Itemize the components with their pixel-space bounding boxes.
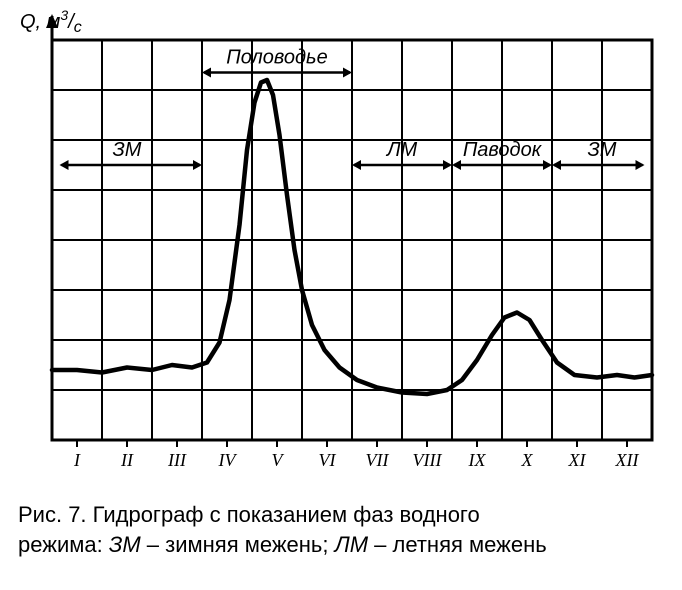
caption-lm-abbr: ЛМ <box>335 532 368 557</box>
svg-text:X: X <box>521 450 534 470</box>
svg-text:VII: VII <box>366 450 390 470</box>
hydrograph-chart: Q, м3/сIIIIIIIVVVIVIIVIIIIXXXIXIIT, меся… <box>18 10 664 485</box>
svg-text:II: II <box>120 450 134 470</box>
svg-text:IV: IV <box>218 450 238 470</box>
chart-svg: Q, м3/сIIIIIIIVVVIVIIVIIIIXXXIXIIT, меся… <box>18 10 664 480</box>
caption-line1: Гидрограф с показанием фаз водного <box>93 502 480 527</box>
caption-fig-number: Рис. 7. <box>18 502 93 527</box>
svg-text:VI: VI <box>319 450 337 470</box>
svg-text:Q, м3/с: Q, м3/с <box>20 10 82 36</box>
svg-text:I: I <box>73 450 81 470</box>
svg-text:Половодье: Половодье <box>226 47 327 69</box>
caption-zm-desc: – зимняя межень; <box>141 532 335 557</box>
svg-text:Паводок: Паводок <box>463 139 543 161</box>
svg-text:IX: IX <box>468 450 487 470</box>
svg-text:ЗМ: ЗМ <box>588 139 617 161</box>
svg-text:V: V <box>272 450 285 470</box>
figure-caption: Рис. 7. Гидрограф с показанием фаз водно… <box>18 500 664 559</box>
svg-text:ЛМ: ЛМ <box>385 139 418 161</box>
svg-text:T, месяцы: T, месяцы <box>276 477 369 480</box>
caption-line2a: режима: <box>18 532 109 557</box>
svg-text:XII: XII <box>615 450 640 470</box>
caption-zm-abbr: ЗМ <box>109 532 141 557</box>
svg-text:XI: XI <box>568 450 587 470</box>
caption-lm-desc: – летняя межень <box>368 532 547 557</box>
svg-text:VIII: VIII <box>413 450 443 470</box>
svg-text:III: III <box>167 450 187 470</box>
svg-text:ЗМ: ЗМ <box>113 139 142 161</box>
